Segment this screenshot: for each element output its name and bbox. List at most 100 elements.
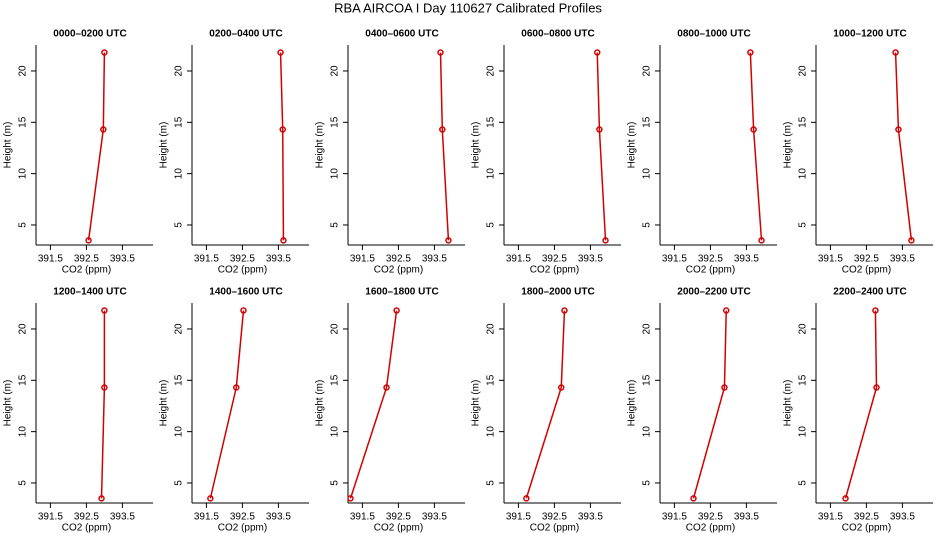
x-tick-label: 393.5	[266, 512, 291, 523]
x-axis-label: CO2 (ppm)	[374, 523, 423, 534]
x-axis-label: CO2 (ppm)	[218, 523, 267, 534]
profile-point	[873, 384, 880, 391]
y-tick-label: 10	[642, 426, 653, 438]
y-tick-label: 5	[18, 480, 29, 486]
y-tick-label: 20	[174, 65, 185, 77]
y-axis-label: Height (m)	[471, 122, 482, 169]
panel-title: 0200–0400 UTC	[209, 29, 282, 40]
profile-point	[445, 237, 452, 244]
y-axis-label: Height (m)	[783, 380, 794, 427]
x-tick-label: 393.5	[890, 254, 915, 265]
x-axis-label: CO2 (ppm)	[842, 265, 891, 276]
x-tick-label: 393.5	[578, 512, 603, 523]
x-axis-label: CO2 (ppm)	[62, 523, 111, 534]
y-axis-label: Height (m)	[315, 122, 326, 169]
y-tick-label: 20	[798, 323, 809, 335]
y-tick-label: 20	[18, 65, 29, 77]
x-tick-label: 391.5	[38, 512, 63, 523]
profile-line	[209, 310, 245, 499]
x-tick-label: 393.5	[734, 254, 759, 265]
x-tick-label: 392.5	[386, 254, 411, 265]
y-tick-label: 10	[798, 168, 809, 180]
y-tick-label: 15	[486, 116, 497, 128]
profile-line	[349, 310, 398, 499]
profile-line	[894, 52, 913, 241]
profile-point	[101, 384, 108, 391]
panel-title: 2200–2400 UTC	[833, 287, 906, 298]
profile-point	[279, 126, 286, 133]
y-tick-label: 5	[642, 480, 653, 486]
profile-point	[393, 307, 400, 314]
profile-point	[593, 49, 601, 56]
y-tick-label: 15	[174, 116, 185, 128]
profile-point	[437, 49, 444, 56]
x-axis-label: CO2 (ppm)	[218, 265, 267, 276]
profile-point	[347, 495, 354, 502]
x-tick-label: 391.5	[662, 512, 687, 523]
y-tick-label: 20	[642, 65, 653, 77]
y-tick-label: 5	[330, 480, 341, 486]
y-tick-label: 20	[486, 323, 497, 335]
x-tick-label: 393.5	[734, 512, 759, 523]
x-tick-label: 391.5	[194, 512, 219, 523]
panel-title: 0800–1000 UTC	[677, 29, 750, 40]
y-axis-label: Height (m)	[471, 380, 482, 427]
x-tick-label: 391.5	[350, 254, 375, 265]
panel-title: 1800–2000 UTC	[521, 287, 594, 298]
profile-line	[844, 310, 878, 499]
profile-point	[596, 126, 603, 133]
profile-line	[279, 52, 285, 241]
profile-point	[690, 495, 697, 502]
x-axis-label: CO2 (ppm)	[842, 523, 891, 534]
panel-title: 0400–0600 UTC	[365, 29, 438, 40]
profile-point	[280, 237, 287, 244]
profile-point	[747, 49, 754, 56]
profile-point	[101, 307, 108, 314]
x-tick-label: 391.5	[506, 254, 531, 265]
y-tick-label: 10	[642, 168, 653, 180]
y-tick-label: 15	[18, 116, 29, 128]
x-axis-label: CO2 (ppm)	[686, 265, 735, 276]
x-axis-label: CO2 (ppm)	[530, 523, 579, 534]
profile-point	[750, 126, 757, 133]
profile-point	[383, 384, 390, 391]
x-tick-label: 392.5	[74, 512, 99, 523]
profile-point	[100, 126, 107, 133]
y-tick-label: 5	[642, 222, 653, 228]
x-axis-label: CO2 (ppm)	[530, 265, 579, 276]
x-tick-label: 391.5	[194, 254, 219, 265]
profile-line	[525, 310, 566, 499]
profile-line	[749, 52, 763, 241]
y-tick-label: 20	[174, 323, 185, 335]
y-tick-label: 5	[486, 222, 497, 228]
y-tick-label: 15	[798, 116, 809, 128]
y-tick-label: 15	[486, 374, 497, 386]
x-tick-label: 392.5	[698, 254, 723, 265]
x-tick-label: 392.5	[542, 512, 567, 523]
x-tick-label: 392.5	[542, 254, 567, 265]
x-tick-label: 392.5	[698, 512, 723, 523]
profile-point	[908, 237, 915, 244]
y-tick-label: 5	[174, 222, 185, 228]
profile-point	[722, 307, 730, 314]
profile-point	[557, 384, 565, 391]
x-tick-label: 392.5	[386, 512, 411, 523]
x-tick-label: 393.5	[422, 512, 447, 523]
y-tick-label: 5	[798, 480, 809, 486]
y-tick-label: 15	[174, 374, 185, 386]
y-tick-label: 10	[486, 426, 497, 438]
panel-title: 1600–1800 UTC	[365, 287, 438, 298]
x-tick-label: 391.5	[350, 512, 375, 523]
y-tick-label: 10	[330, 426, 341, 438]
y-axis-label: Height (m)	[159, 380, 170, 427]
x-tick-label: 393.5	[578, 254, 603, 265]
x-tick-label: 393.5	[266, 254, 291, 265]
x-tick-label: 391.5	[506, 512, 531, 523]
